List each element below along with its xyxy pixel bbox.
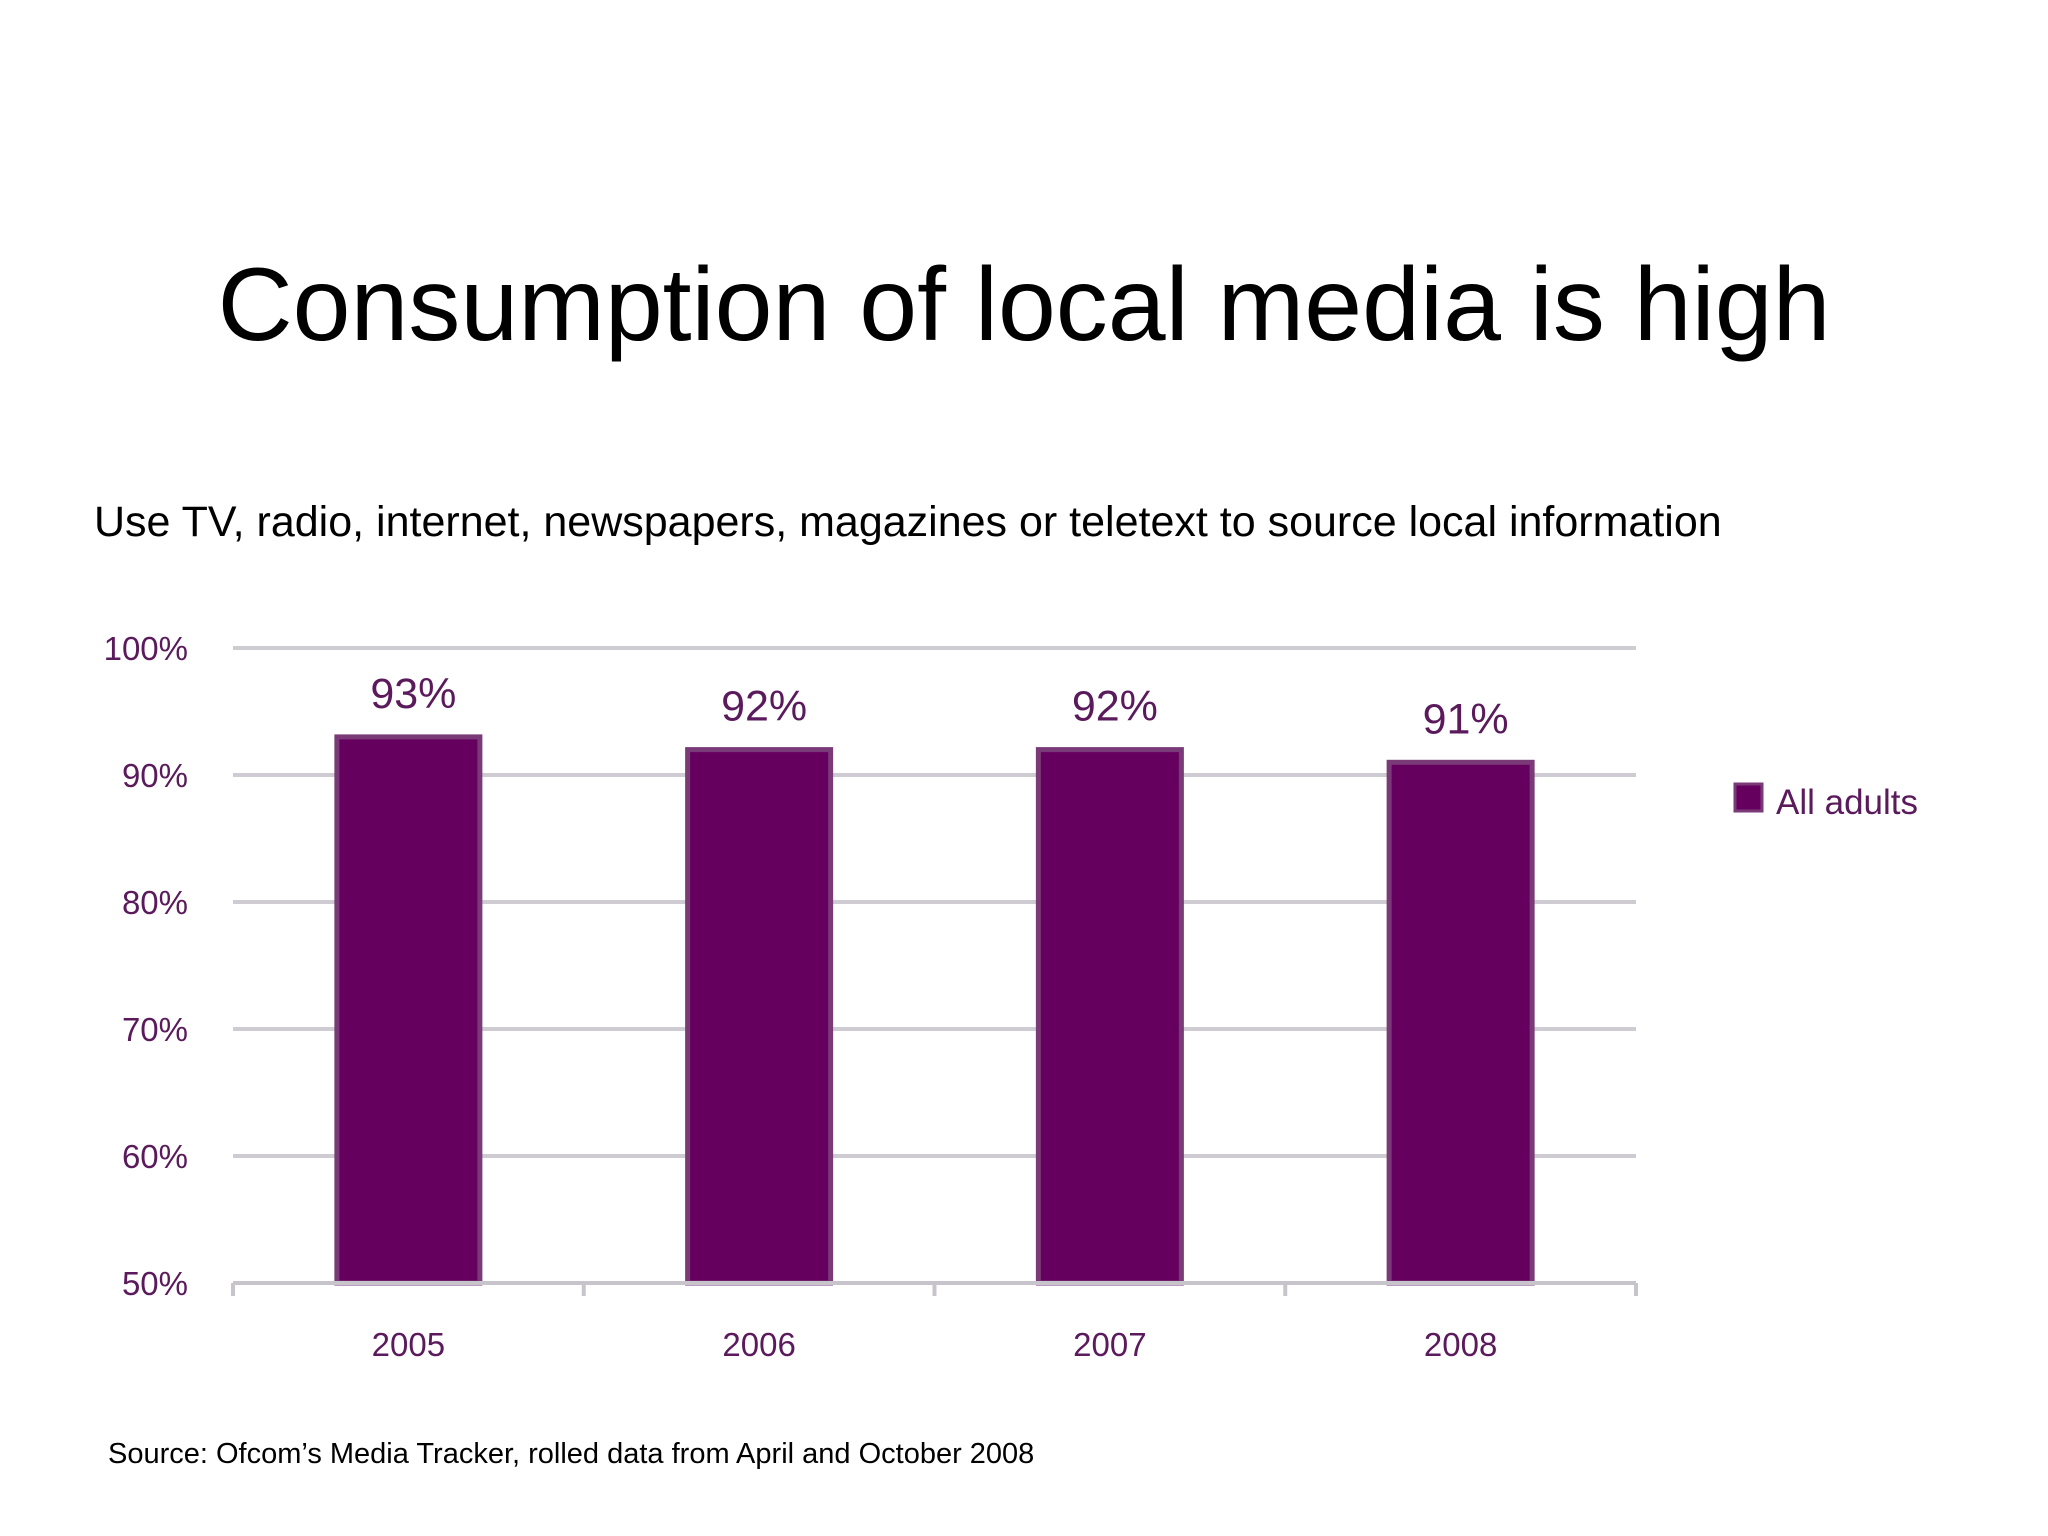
labels: 50% 60% 70% 80% 90% 100% 93% 2005 92% 2006 92% 2007… [104,630,1509,1363]
data-label: 92% [721,683,807,731]
x-tick-label: 2008 [1424,1326,1497,1363]
source-note: Source: Ofcom’s Media Tracker, rolled da… [108,1438,1035,1470]
y-tick-label: 60% [122,1138,188,1175]
bar [1386,759,1535,1286]
bar [685,747,834,1286]
legend-label: All adults [1776,783,1918,822]
bars [334,734,1535,1286]
y-tick-label: 100% [104,630,188,667]
legend: All adults [1733,782,1918,822]
legend-swatch [1733,782,1764,813]
slide-title: Consumption of local media is high [217,247,1831,363]
data-label: 92% [1072,683,1158,731]
y-tick-label: 90% [122,757,188,794]
bar [1035,747,1184,1286]
y-tick-label: 70% [122,1011,188,1048]
x-tick-label: 2007 [1073,1326,1146,1363]
data-label: 91% [1423,695,1509,743]
x-tick-label: 2006 [722,1326,795,1363]
bar [334,734,483,1286]
axes [231,1281,1638,1296]
y-tick-label: 80% [122,884,188,921]
data-label: 93% [370,670,456,718]
chart-subtitle: Use TV, radio, internet, newspapers, mag… [94,498,1722,546]
x-tick-label: 2005 [372,1326,445,1363]
y-tick-label: 50% [122,1265,188,1302]
